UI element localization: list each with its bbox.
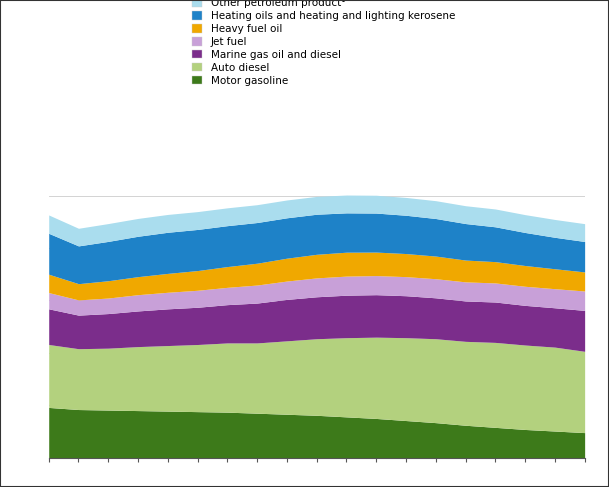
Legend: Other petroleum product¹, Heating oils and heating and lighting kerosene, Heavy : Other petroleum product¹, Heating oils a… [188,0,459,90]
